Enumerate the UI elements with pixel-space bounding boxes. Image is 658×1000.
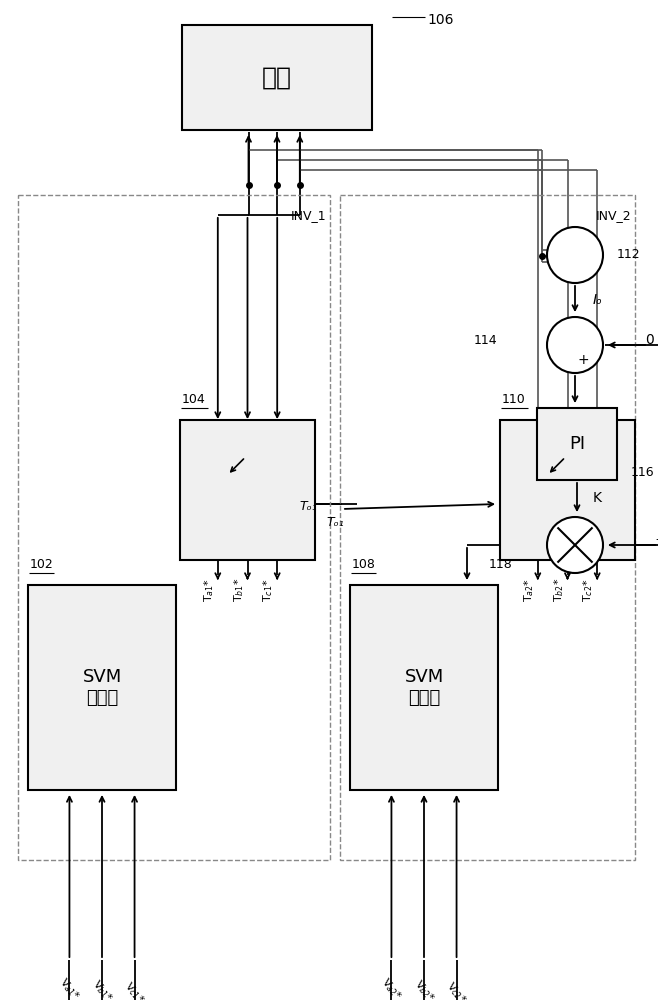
Text: INV_1: INV_1 xyxy=(290,209,326,222)
Circle shape xyxy=(547,227,603,283)
Bar xyxy=(350,585,498,790)
Text: V$_{c1}$*: V$_{c1}$* xyxy=(121,979,148,1000)
Text: Iₒ: Iₒ xyxy=(593,293,603,307)
Text: V$_{b2}$*: V$_{b2}$* xyxy=(411,977,438,1000)
Text: T$_{c2}$*: T$_{c2}$* xyxy=(582,578,595,602)
Text: 0: 0 xyxy=(645,333,654,347)
Text: V$_{a2}$*: V$_{a2}$* xyxy=(378,975,405,1000)
Text: 马达: 马达 xyxy=(262,66,292,90)
Text: PI: PI xyxy=(569,435,585,453)
Text: Tₒ₁: Tₒ₁ xyxy=(326,516,344,529)
Text: 112: 112 xyxy=(617,248,641,261)
Text: 118: 118 xyxy=(488,558,512,572)
Text: 114: 114 xyxy=(473,334,497,347)
Text: INV_2: INV_2 xyxy=(595,209,631,222)
Text: V$_{b1}$*: V$_{b1}$* xyxy=(89,977,115,1000)
Text: T$_{b1}$*: T$_{b1}$* xyxy=(232,578,245,602)
Text: SVM
控制器: SVM 控制器 xyxy=(405,668,443,707)
Text: V$_{a1}$*: V$_{a1}$* xyxy=(56,975,83,1000)
Text: Tₒ₁: Tₒ₁ xyxy=(299,500,317,513)
Circle shape xyxy=(547,517,603,573)
Bar xyxy=(182,25,372,130)
Text: K: K xyxy=(593,491,602,506)
Text: T$_{a1}$*: T$_{a1}$* xyxy=(202,578,216,602)
Bar xyxy=(500,420,635,560)
Bar xyxy=(28,585,176,790)
Text: 102: 102 xyxy=(30,558,54,571)
Text: T$_{b2}$*: T$_{b2}$* xyxy=(551,578,565,602)
Bar xyxy=(180,420,315,560)
Text: Tₒ₂: Tₒ₂ xyxy=(655,538,658,552)
Text: 104: 104 xyxy=(182,393,206,406)
Text: T$_{c1}$*: T$_{c1}$* xyxy=(261,578,275,602)
Text: 116: 116 xyxy=(631,466,655,479)
Bar xyxy=(537,408,617,480)
Text: 106: 106 xyxy=(427,13,453,27)
Text: SVM
控制器: SVM 控制器 xyxy=(82,668,122,707)
Text: T$_{a2}$*: T$_{a2}$* xyxy=(522,578,536,602)
Bar xyxy=(340,195,635,860)
Text: V$_{c2}$*: V$_{c2}$* xyxy=(443,979,470,1000)
Circle shape xyxy=(547,317,603,373)
Bar xyxy=(18,195,330,860)
Text: +: + xyxy=(577,353,589,367)
Text: 108: 108 xyxy=(352,558,376,571)
Text: 110: 110 xyxy=(502,393,526,406)
